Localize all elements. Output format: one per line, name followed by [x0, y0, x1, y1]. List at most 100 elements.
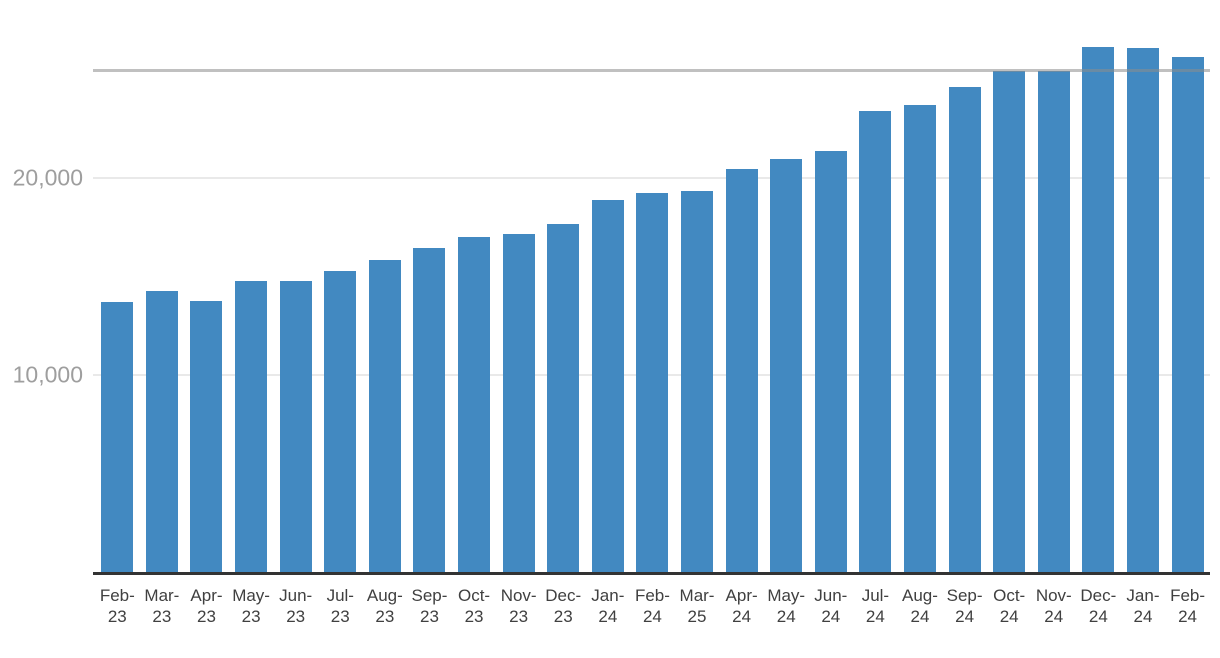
bar-Sep-24[interactable]: [948, 86, 981, 572]
bar-Apr-24[interactable]: [725, 169, 758, 572]
x-tick-label: Jul- 23: [318, 585, 363, 627]
x-tick-label: Dec- 24: [1076, 585, 1121, 627]
bar-slot: [318, 0, 363, 572]
x-tick-line2: 24: [732, 607, 752, 626]
x-axis-line: [93, 572, 1210, 575]
bar-Mar-25[interactable]: [681, 190, 714, 572]
x-tick-label: Mar- 25: [675, 585, 720, 627]
bar-Oct-23[interactable]: [458, 237, 491, 572]
bar-Oct-24[interactable]: [993, 70, 1026, 572]
x-tick-line2: 24: [1178, 607, 1197, 626]
bar-slot: [140, 0, 185, 572]
bar-slot: [809, 0, 854, 572]
y-axis-labels: 10,000 20,000: [0, 0, 83, 572]
bar-slot: [675, 0, 720, 572]
gridline: [93, 176, 1210, 179]
bar-Feb-24[interactable]: [636, 192, 669, 572]
bar-Jun-24[interactable]: [814, 151, 847, 572]
bar-slot: [363, 0, 408, 572]
x-tick-line1: Feb-: [1170, 586, 1206, 605]
x-tick-line2: 24: [865, 607, 885, 626]
bar-Feb-24[interactable]: [1171, 56, 1204, 572]
x-tick-label: Nov- 23: [496, 585, 541, 627]
x-tick-line1: Feb-: [99, 586, 135, 605]
x-tick-line1: Aug-: [366, 586, 403, 605]
x-tick-line2: 24: [642, 607, 662, 626]
bar-Sep-23[interactable]: [413, 248, 446, 572]
x-tick-label: May- 24: [764, 585, 809, 627]
bar-May-23[interactable]: [235, 281, 268, 572]
bar-Dec-23[interactable]: [547, 224, 580, 572]
bar-slot: [719, 0, 764, 572]
bar-slot: [273, 0, 318, 572]
bar-Feb-23[interactable]: [101, 301, 134, 572]
x-tick-line1: Jan-: [591, 586, 625, 605]
x-tick-label: Apr- 24: [719, 585, 764, 627]
x-tick-line2: 23: [286, 607, 306, 626]
bar-slot: [942, 0, 987, 572]
x-tick-label: Sep- 23: [407, 585, 452, 627]
x-tick-line1: Nov-: [1035, 586, 1072, 605]
bar-Nov-24[interactable]: [1037, 70, 1070, 572]
bar-Dec-24[interactable]: [1082, 47, 1115, 572]
x-tick-label: Nov- 24: [1031, 585, 1076, 627]
x-tick-label: Aug- 24: [898, 585, 943, 627]
bar-Jan-24[interactable]: [1126, 47, 1159, 572]
bar-slot: [764, 0, 809, 572]
x-tick-label: Oct- 24: [987, 585, 1032, 627]
bars-layer: [95, 0, 1210, 572]
bar-slot: [987, 0, 1032, 572]
x-tick-line2: 24: [598, 607, 618, 626]
bar-slot: [541, 0, 586, 572]
x-tick-label: Dec- 23: [541, 585, 586, 627]
x-tick-line2: 23: [152, 607, 172, 626]
bar-Aug-23[interactable]: [368, 259, 401, 572]
x-tick-line1: Aug-: [902, 586, 938, 605]
x-tick-line1: Apr-: [725, 586, 758, 605]
x-tick-line1: Oct-: [993, 586, 1026, 605]
bar-Nov-23[interactable]: [502, 234, 535, 572]
plot-area: [93, 0, 1210, 572]
x-tick-line1: Sep-: [411, 586, 448, 605]
x-tick-line2: 24: [1133, 607, 1153, 626]
x-tick-line1: Oct-: [457, 586, 491, 605]
x-tick-label: Oct- 23: [452, 585, 497, 627]
x-tick-line2: 24: [955, 607, 975, 626]
x-tick-line2: 24: [1088, 607, 1108, 626]
x-tick-label: Mar- 23: [140, 585, 185, 627]
x-tick-line2: 24: [821, 607, 841, 626]
x-tick-label: Apr- 23: [184, 585, 229, 627]
x-tick-line1: Mar-: [144, 586, 180, 605]
reference-line: [93, 68, 1210, 72]
bar-slot: [452, 0, 497, 572]
bar-slot: [95, 0, 140, 572]
bar-slot: [1121, 0, 1166, 572]
x-tick-line2: 23: [464, 607, 484, 626]
bar-Apr-23[interactable]: [190, 300, 223, 572]
x-tick-line1: Apr-: [190, 586, 223, 605]
bar-slot: [1165, 0, 1210, 572]
bar-slot: [229, 0, 274, 572]
bar-May-24[interactable]: [770, 158, 803, 572]
bar-slot: [630, 0, 675, 572]
x-tick-label: Sep- 24: [942, 585, 987, 627]
x-tick-line1: Sep-: [946, 586, 983, 605]
bar-Jul-24[interactable]: [859, 111, 892, 572]
x-tick-line2: 23: [107, 607, 127, 626]
x-tick-label: Feb- 23: [95, 585, 140, 627]
bar-Mar-23[interactable]: [145, 290, 178, 572]
x-tick-label: Jan- 24: [586, 585, 631, 627]
x-tick-line2: 24: [1044, 607, 1064, 626]
bar-Jan-24[interactable]: [591, 200, 624, 572]
bar-Jun-23[interactable]: [279, 280, 312, 572]
x-tick-line2: 25: [687, 607, 707, 626]
bar-Aug-24[interactable]: [903, 104, 936, 572]
x-tick-label: Jul- 24: [853, 585, 898, 627]
bar-Jul-23[interactable]: [324, 271, 357, 572]
x-tick-label: Jun- 23: [273, 585, 318, 627]
x-tick-line1: Jun-: [814, 586, 848, 605]
x-tick-line2: 23: [419, 607, 439, 626]
x-tick-line1: Jun-: [279, 586, 313, 605]
x-tick-line1: May-: [767, 586, 806, 605]
